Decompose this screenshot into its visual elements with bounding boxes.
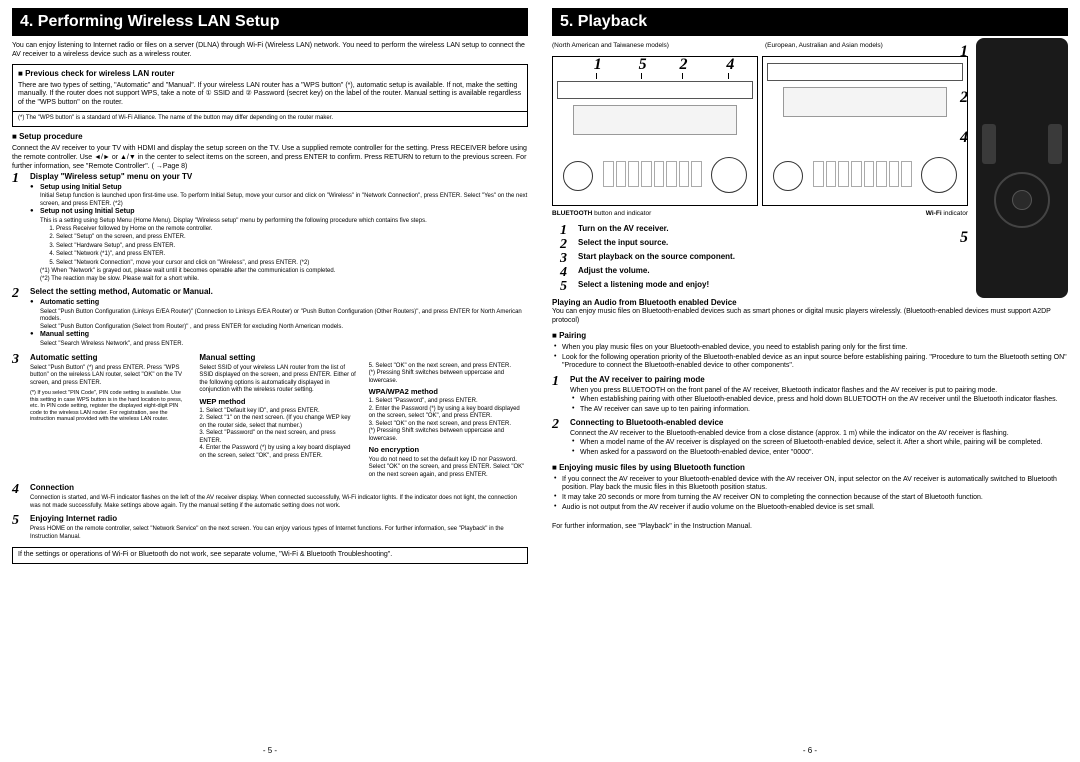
- step-5: Enjoying Internet radio Press HOME on th…: [12, 514, 528, 541]
- step-2: Select the setting method, Automatic or …: [12, 287, 528, 349]
- setup-steps: Display "Wireless setup" menu on your TV…: [12, 172, 528, 542]
- page-number-6: - 6 -: [540, 746, 1080, 756]
- wps-check-box: Previous check for wireless LAN router T…: [12, 64, 528, 128]
- step-3: Automatic setting Select "Push Button" (…: [12, 353, 528, 480]
- device-front-eu: [762, 56, 968, 206]
- pairing-steps: Put the AV receiver to pairing mode When…: [552, 375, 1068, 458]
- further-info: For further information, see "Playback" …: [552, 523, 1068, 532]
- remote-callout-4: 4: [960, 128, 968, 148]
- pair-step-2: Connecting to Bluetooth-enabled device C…: [552, 418, 1068, 457]
- section-title-4: 4. Performing Wireless LAN Setup: [12, 8, 528, 36]
- indicator-captions: BLUETOOTH button and indicator Wi-Fi ind…: [552, 210, 968, 218]
- device-front-na: 1 5 2 4: [552, 56, 758, 206]
- pair-step-1: Put the AV receiver to pairing mode When…: [552, 375, 1068, 414]
- setup-procedure-heading: Setup procedure: [12, 132, 528, 142]
- remote-callout-1: 1: [960, 42, 968, 62]
- remote-callout-2: 2: [960, 88, 968, 108]
- inner-steps: Press Receiver followed by Home on the r…: [40, 226, 528, 268]
- troubleshoot-note: If the settings or operations of Wi-Fi o…: [12, 547, 528, 564]
- page-left: 4. Performing Wireless LAN Setup You can…: [0, 0, 540, 762]
- setup-intro: Connect the AV receiver to your TV with …: [12, 145, 528, 171]
- box-heading: Previous check for wireless LAN router: [18, 69, 522, 79]
- enjoy-heading: Enjoying music files by using Bluetooth …: [552, 463, 1068, 473]
- remote-callout-5: 5: [960, 228, 968, 248]
- page-number-5: - 5 -: [0, 746, 540, 756]
- section-title-5: 5. Playback: [552, 8, 1068, 36]
- model-captions: (North American and Taiwanese models) (E…: [552, 42, 968, 50]
- step-1: Display "Wireless setup" menu on your TV…: [12, 172, 528, 284]
- bt-heading: Playing an Audio from Bluetooth enabled …: [552, 298, 1068, 308]
- remote-diagram: [976, 38, 1068, 298]
- page-right: 5. Playback (North American and Taiwanes…: [540, 0, 1080, 762]
- step-4: Connection Connection is started, and Wi…: [12, 483, 528, 510]
- intro-text: You can enjoy listening to Internet radi…: [12, 42, 528, 60]
- device-diagram: 1 5 2 4: [552, 56, 968, 206]
- box-note: (*) The "WPS button" is a standard of Wi…: [18, 115, 522, 123]
- box-body: There are two types of setting, "Automat…: [18, 82, 522, 108]
- playback-main-steps: Turn on the AV receiver. Select the inpu…: [560, 224, 968, 290]
- pairing-heading: Pairing: [552, 331, 1068, 341]
